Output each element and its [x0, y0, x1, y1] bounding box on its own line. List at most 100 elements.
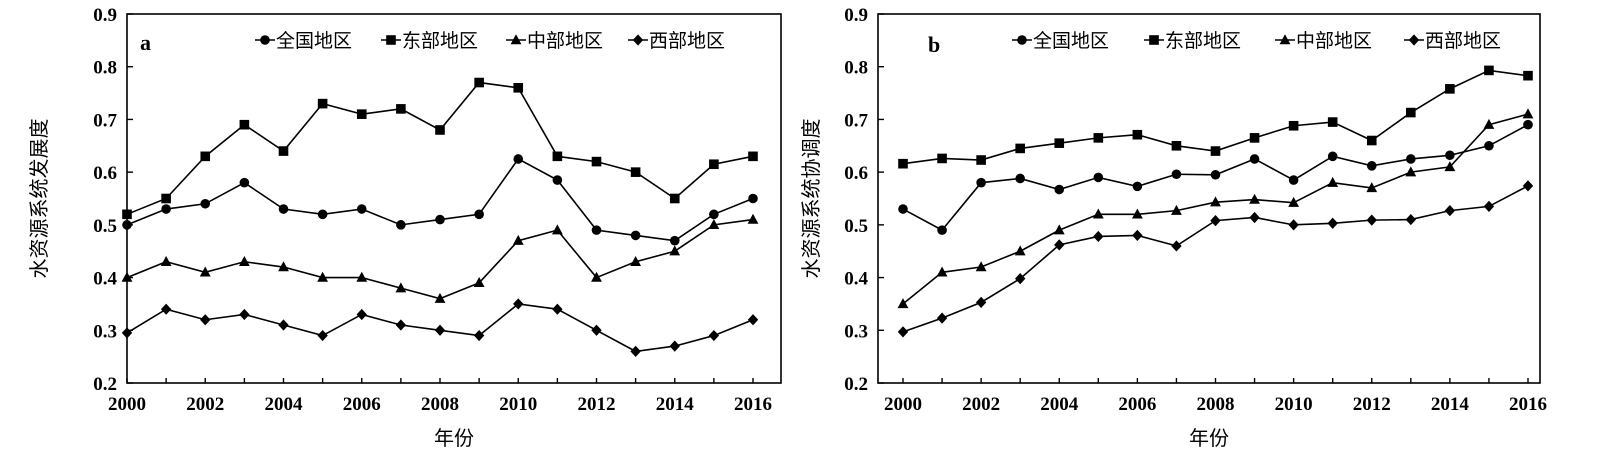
data-point-circle	[1366, 161, 1377, 171]
data-point-triangle	[160, 255, 172, 266]
data-point-circle	[1249, 154, 1260, 164]
data-point-square	[1523, 70, 1533, 81]
data-point-square	[552, 151, 563, 162]
data-point-triangle	[1483, 118, 1495, 129]
data-point-diamond	[897, 326, 909, 338]
data-point-triangle	[1131, 208, 1143, 219]
data-point-diamond	[1522, 180, 1534, 192]
x-tick-label: 2002	[186, 394, 224, 415]
data-point-triangle	[669, 245, 681, 256]
data-point-diamond	[160, 303, 172, 315]
data-point-triangle	[975, 261, 987, 272]
data-point-diamond	[395, 319, 407, 331]
y-tick-label: 0.7	[93, 110, 117, 131]
y-tick-label: 0.5	[844, 216, 868, 237]
data-point-square	[1406, 107, 1416, 118]
legend-label: 全国地区	[276, 30, 352, 52]
panel-a: 0.2 0.3 0.4 0.5 0.6 0.7 0.8 0.9 2000 2002 2004 2006…	[27, 5, 782, 450]
legend-marker-circle	[1017, 35, 1027, 45]
data-point-circle	[1288, 175, 1299, 185]
legend-marker-square	[1149, 35, 1159, 45]
data-point-square	[630, 167, 641, 177]
x-tick-label: 2014	[656, 394, 695, 415]
data-point-circle	[1171, 169, 1182, 180]
data-point-triangle	[747, 213, 759, 224]
data-point-square	[278, 146, 289, 156]
data-point-diamond	[513, 298, 524, 310]
series-line	[902, 113, 1529, 305]
legend-label: 全国地区	[1033, 30, 1109, 52]
data-point-circle	[278, 204, 289, 214]
data-point-circle	[317, 209, 328, 220]
data-point-circle	[356, 204, 367, 214]
x-axis-title: 年份	[1189, 426, 1229, 450]
data-point-circle	[200, 198, 211, 209]
data-point-square	[1093, 133, 1104, 143]
y-tick-label: 0.8	[844, 58, 868, 79]
panel-b: 0.2 0.3 0.4 0.5 0.6 0.7 0.8 0.9 2000 2002 2004 2006…	[799, 5, 1547, 450]
data-point-circle	[1406, 154, 1416, 164]
data-point-triangle	[278, 261, 289, 272]
data-point-square	[513, 83, 524, 93]
data-point-square	[161, 193, 171, 204]
y-tick-label: 0.2	[844, 374, 868, 395]
x-tick-label: 2012	[1353, 394, 1391, 415]
data-point-square	[591, 156, 602, 167]
legend: 全国地区 东部地区 中部地区 西部地区	[255, 30, 725, 52]
data-point-circle	[435, 214, 445, 225]
data-point-diamond	[708, 329, 720, 342]
data-point-diamond	[121, 327, 133, 339]
data-point-square	[1366, 135, 1377, 146]
y-axis-title: 水资源系统发展度	[27, 119, 51, 279]
data-point-triangle	[395, 282, 407, 293]
y-tick-label: 0.8	[93, 58, 117, 79]
data-point-square	[1288, 120, 1299, 131]
data-point-square	[1171, 140, 1182, 151]
y-tick-label: 0.3	[844, 321, 868, 342]
series-line	[126, 157, 754, 242]
x-tick-label: 2002	[962, 394, 1000, 415]
data-point-square	[1210, 146, 1221, 156]
data-point-triangle	[1053, 224, 1065, 235]
y-tick-label: 0.4	[93, 269, 117, 290]
data-point-triangle	[1249, 193, 1260, 204]
legend-marker-circle	[260, 35, 270, 45]
data-point-diamond	[1483, 200, 1495, 213]
x-tick-label: 2004	[265, 394, 304, 415]
data-point-triangle	[1288, 196, 1300, 207]
x-tick-label: 2010	[1275, 394, 1313, 415]
y-tick-label: 0.2	[93, 374, 117, 395]
x-tick-label: 2010	[499, 394, 537, 415]
legend-marker-diamond	[632, 34, 644, 46]
data-point-diamond	[1132, 229, 1143, 241]
data-point-triangle	[238, 255, 250, 266]
data-point-triangle	[512, 234, 524, 245]
data-point-circle	[709, 209, 719, 220]
data-point-square	[239, 119, 250, 130]
series-3	[121, 213, 759, 303]
data-point-square	[1015, 143, 1025, 154]
data-point-circle	[1132, 181, 1143, 192]
series-2	[898, 65, 1533, 169]
data-point-diamond	[239, 308, 250, 321]
data-point-triangle	[317, 271, 329, 282]
data-point-diamond	[936, 312, 948, 324]
x-tick-label: 2008	[1197, 394, 1235, 415]
data-point-circle	[591, 225, 602, 235]
data-point-square	[1054, 138, 1065, 148]
data-point-triangle	[1092, 208, 1104, 219]
data-point-diamond	[1171, 240, 1182, 252]
x-tick-label: 2008	[421, 394, 459, 415]
data-point-square	[1445, 84, 1455, 94]
legend-marker-square	[386, 35, 396, 45]
data-point-circle	[239, 177, 250, 188]
data-point-diamond	[1054, 239, 1065, 251]
x-tick-label: 2006	[1118, 394, 1156, 415]
y-tick-label: 0.6	[844, 163, 868, 184]
data-point-triangle	[591, 271, 602, 282]
data-point-square	[356, 109, 367, 119]
data-point-square	[898, 158, 908, 169]
data-point-diamond	[1444, 205, 1456, 217]
x-tick-label: 2012	[578, 394, 616, 415]
